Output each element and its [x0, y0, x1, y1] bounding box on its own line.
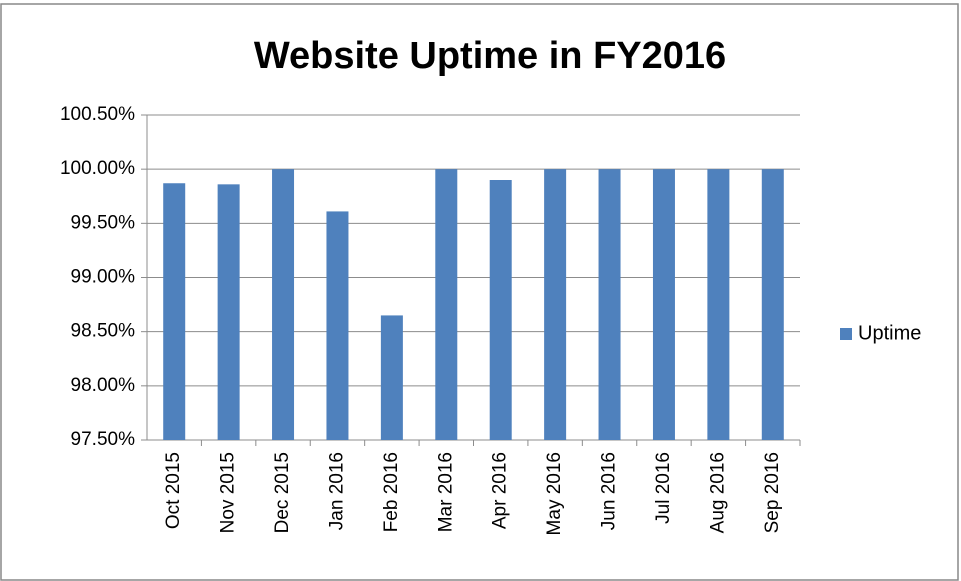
y-tick-label: 99.00% — [71, 267, 136, 288]
bar — [380, 315, 403, 440]
x-tick-label: May 2016 — [544, 452, 565, 535]
legend-swatch — [840, 328, 852, 340]
bar — [326, 211, 349, 440]
x-tick-label: Oct 2015 — [163, 452, 184, 529]
bar — [272, 169, 295, 440]
bar — [489, 180, 512, 440]
legend-label: Uptime — [858, 322, 921, 344]
bar — [217, 184, 240, 440]
y-tick-label: 100.00% — [60, 158, 135, 179]
x-tick-label: Sep 2016 — [762, 452, 783, 533]
x-tick-label: Jan 2016 — [326, 452, 347, 530]
x-tick-label: Dec 2015 — [272, 452, 293, 533]
bar — [544, 169, 567, 440]
x-tick-label: Feb 2016 — [381, 452, 402, 532]
chart-border — [0, 3, 959, 581]
y-tick-label: 98.50% — [71, 321, 136, 342]
bar — [761, 169, 784, 440]
y-tick-label: 100.50% — [60, 104, 135, 125]
chart-title: Website Uptime in FY2016 — [254, 35, 726, 77]
bar — [707, 169, 730, 440]
bar — [435, 169, 458, 440]
bar — [598, 169, 621, 440]
x-tick-label: Aug 2016 — [707, 452, 728, 533]
x-tick-label: Nov 2015 — [218, 452, 239, 533]
y-tick-label: 97.50% — [71, 429, 136, 450]
y-tick-label: 99.50% — [71, 212, 136, 233]
x-tick-label: Jul 2016 — [653, 452, 674, 524]
x-tick-label: Jun 2016 — [599, 452, 620, 530]
bar — [163, 183, 186, 440]
x-tick-label: Mar 2016 — [435, 452, 456, 532]
y-tick-label: 98.00% — [71, 375, 136, 396]
x-tick-label: Apr 2016 — [490, 452, 511, 529]
bar — [652, 169, 675, 440]
